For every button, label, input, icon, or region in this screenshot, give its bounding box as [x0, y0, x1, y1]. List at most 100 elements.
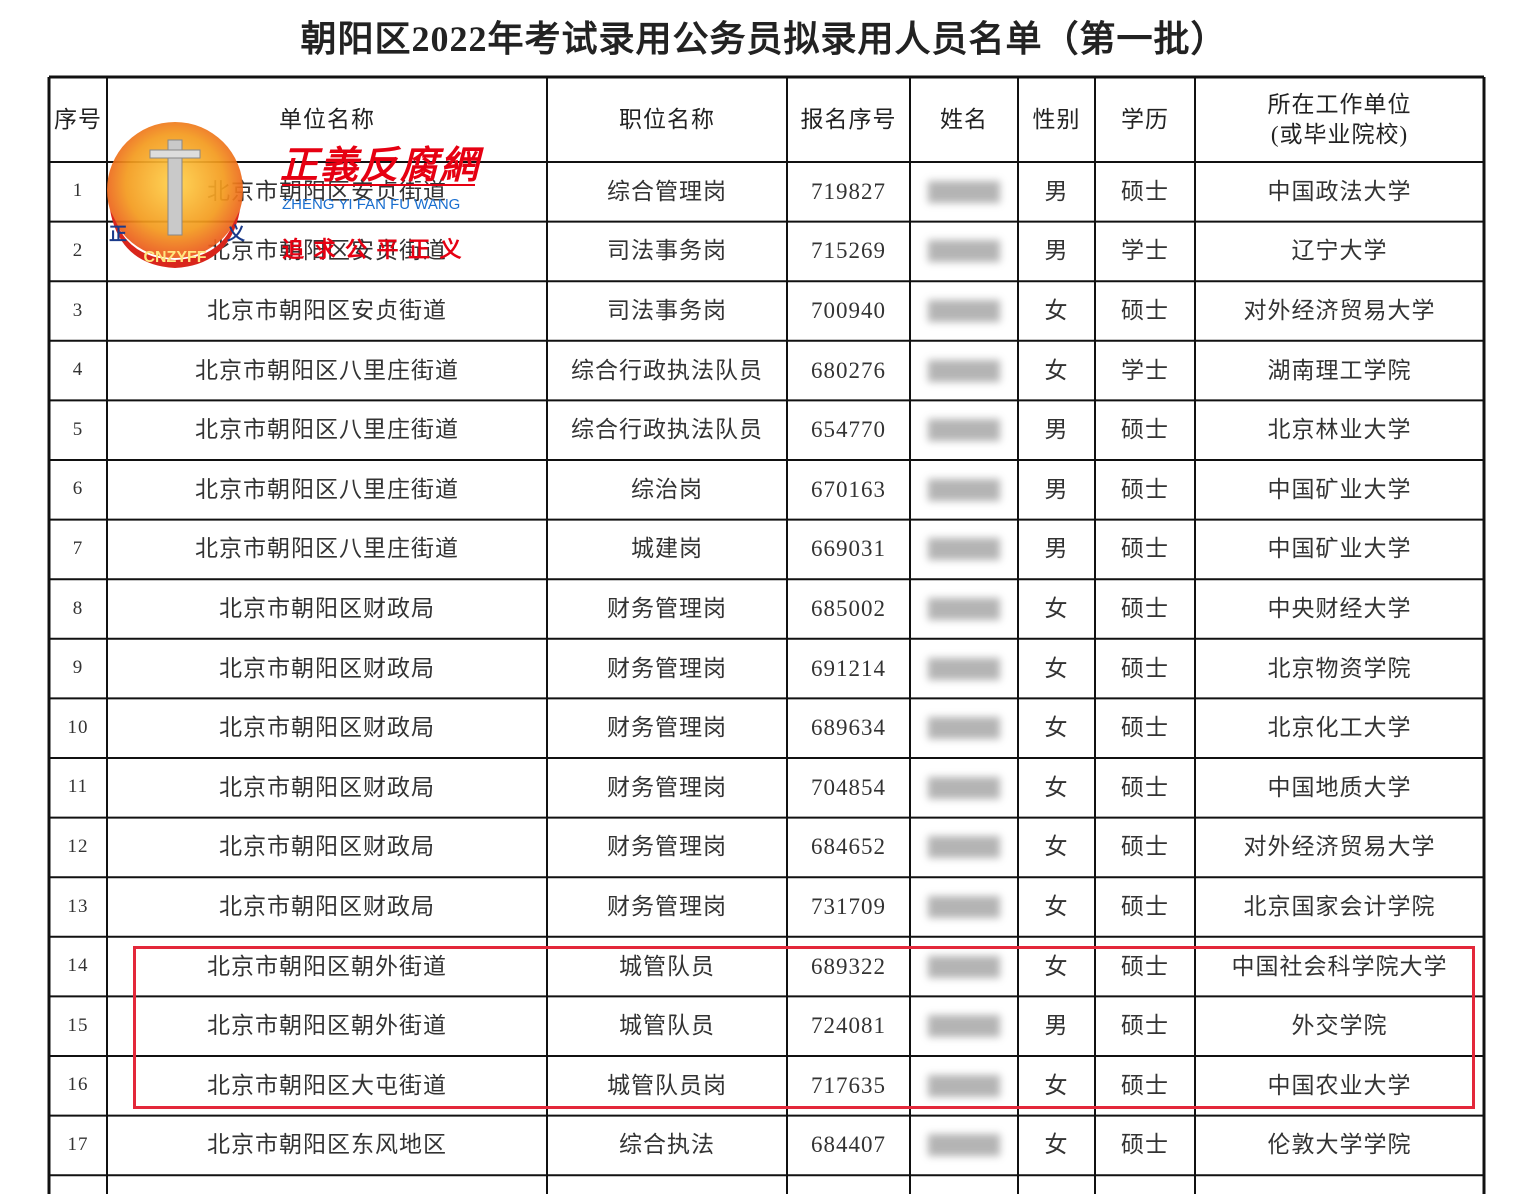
header-cell: 学历 — [1121, 106, 1169, 132]
table-cell: 北京市朝阳区大屯街道 — [207, 1072, 447, 1098]
table-cell: 硕士 — [1121, 715, 1169, 741]
logo-left-char: 正 — [109, 224, 127, 244]
table-cell: 司法事务岗 — [607, 298, 727, 324]
table-cell: 北京市朝阳区朝外街道 — [207, 953, 447, 979]
table-cell: 财务管理岗 — [607, 715, 727, 741]
redacted-name — [910, 341, 1018, 401]
table-cell: 财务管理岗 — [607, 774, 727, 800]
row-number: 10 — [67, 716, 89, 738]
redacted-name — [910, 162, 1018, 222]
table-cell: 综合执法 — [619, 1132, 715, 1158]
table-cell: 学士 — [1121, 357, 1169, 383]
table-cell: 中国农业大学 — [1267, 1072, 1412, 1098]
table-cell: 硕士 — [1121, 298, 1169, 324]
table-cell: 城管队员岗 — [607, 1072, 727, 1098]
row-number: 11 — [67, 776, 89, 798]
redaction — [928, 299, 1000, 322]
redaction — [928, 895, 1000, 918]
logo-badge: CNZYFF — [143, 249, 206, 266]
watermark-pinyin: ZHENG YI FAN FU WANG — [282, 196, 461, 213]
logo-right-char: 义 — [227, 223, 245, 244]
watermark-slogan: 追 求 公 平 正 义 — [282, 237, 464, 262]
row-number: 8 — [72, 597, 84, 619]
redacted-name — [910, 818, 1018, 878]
table-cell: 北京林业大学 — [1267, 417, 1412, 443]
table-cell: 硕士 — [1121, 953, 1169, 979]
redaction — [928, 240, 1000, 263]
table-cell: 硕士 — [1121, 178, 1169, 204]
table-cell: 北京市朝阳区安贞街道 — [207, 178, 447, 204]
header-cell: 报名序号 — [800, 106, 897, 132]
header-cell: 性别 — [1032, 106, 1081, 132]
table-cell: 城管队员 — [619, 1013, 715, 1039]
watermark-rule — [282, 184, 475, 186]
row-number: 2 — [72, 240, 84, 262]
table-cell: 外交学院 — [1291, 1013, 1388, 1039]
table-cell: 704854 — [811, 774, 886, 800]
redacted-name — [910, 520, 1018, 580]
table-cell: 724081 — [811, 1013, 886, 1039]
table-cell: 中央财经大学 — [1267, 596, 1412, 622]
table-cell: 男 — [1044, 178, 1069, 204]
redacted-name — [910, 281, 1018, 341]
table-cell: 女 — [1044, 894, 1069, 920]
table-cell: 北京市朝阳区安贞街道 — [207, 238, 447, 264]
table-cell: 综治岗 — [631, 476, 703, 502]
table-cell: 669031 — [811, 536, 886, 562]
redaction — [928, 955, 1000, 978]
table-cell: 689322 — [811, 953, 886, 979]
table-cell: 北京化工大学 — [1267, 715, 1412, 741]
table-cell: 731709 — [811, 894, 886, 920]
table-cell: 女 — [1044, 834, 1069, 860]
redacted-name — [910, 1116, 1018, 1176]
redacted-name — [910, 639, 1018, 699]
logo-ribbon — [110, 210, 240, 268]
table-cell: 财务管理岗 — [607, 655, 727, 681]
table-cell: 北京市朝阳区财政局 — [219, 774, 435, 800]
table-cell: 男 — [1044, 238, 1069, 264]
table-cell: 715269 — [811, 238, 886, 264]
table-cell: 女 — [1044, 357, 1069, 383]
table-cell: 北京物资学院 — [1267, 655, 1412, 681]
table-cell: 女 — [1044, 953, 1069, 979]
table-cell: 硕士 — [1121, 596, 1169, 622]
redaction — [928, 359, 1000, 382]
table-cell: 北京市朝阳区财政局 — [219, 834, 435, 860]
table-cell: 689634 — [811, 715, 886, 741]
highlight-box — [133, 946, 1475, 1109]
table-cell: 男 — [1044, 1013, 1069, 1039]
table-cell: 中国矿业大学 — [1267, 536, 1412, 562]
table-cell: 湖南理工学院 — [1267, 357, 1412, 383]
redaction — [928, 1134, 1000, 1157]
table-cell: 北京市朝阳区财政局 — [219, 655, 435, 681]
row-number: 15 — [67, 1014, 89, 1036]
redacted-name — [910, 996, 1018, 1056]
redacted-name — [910, 460, 1018, 520]
table-cell: 北京市朝阳区财政局 — [219, 894, 435, 920]
redacted-name — [910, 758, 1018, 818]
table-cell: 北京市朝阳区朝外街道 — [207, 1013, 447, 1039]
header-cell: 所在工作单位 (或毕业院校) — [1267, 91, 1412, 147]
table-cell: 城建岗 — [631, 536, 703, 562]
row-number: 12 — [67, 836, 89, 858]
table-cell: 辽宁大学 — [1291, 238, 1388, 264]
table-cell: 717635 — [811, 1072, 886, 1098]
table-cell: 女 — [1044, 596, 1069, 622]
header-cell: 序号 — [54, 106, 102, 132]
table-cell: 综合管理岗 — [607, 178, 727, 204]
redacted-name — [910, 937, 1018, 997]
table-cell: 北京市朝阳区八里庄街道 — [195, 357, 459, 383]
table-cell: 684652 — [811, 834, 886, 860]
table-cell: 财务管理岗 — [607, 894, 727, 920]
table-cell: 北京市朝阳区财政局 — [219, 715, 435, 741]
table-cell: 中国地质大学 — [1267, 774, 1412, 800]
redacted-name — [910, 579, 1018, 639]
redaction — [928, 419, 1000, 442]
table-cell: 男 — [1044, 476, 1069, 502]
table-cell: 对外经济贸易大学 — [1243, 834, 1436, 860]
table-cell: 学士 — [1121, 238, 1169, 264]
table-cell: 硕士 — [1121, 834, 1169, 860]
logo-pillar — [167, 139, 183, 236]
